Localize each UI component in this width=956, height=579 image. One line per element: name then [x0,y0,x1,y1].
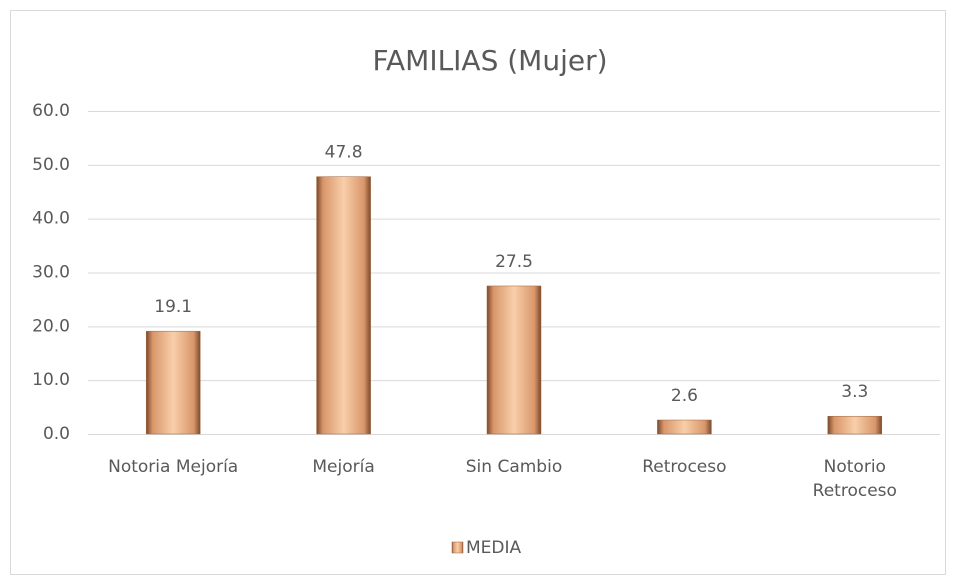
x-tick-label: Notoria Mejoría [108,457,239,477]
x-tick-label: Sin Cambio [465,457,563,477]
data-label: 2.6 [671,386,698,406]
data-label: 19.1 [154,297,192,317]
y-tick-label: 0.0 [43,424,70,444]
chart-title: FAMILIAS (Mujer) [372,44,607,77]
chart-border [10,10,946,575]
legend-label: MEDIA [466,538,522,558]
data-label: 27.5 [495,252,533,272]
bar [145,330,201,435]
x-tick-label: Mejoría [312,457,375,477]
x-tick-label: Retroceso [642,457,727,477]
y-tick-label: 20.0 [32,316,70,336]
y-tick-label: 60.0 [32,101,70,121]
bar [316,176,371,435]
x-tick-label: Notorio Retroceso [812,457,897,501]
y-tick-label: 50.0 [32,155,70,175]
data-label: 47.8 [325,143,363,163]
legend-swatch [451,541,464,554]
data-label: 3.3 [841,382,868,402]
y-tick-label: 40.0 [32,209,70,229]
bar [486,285,542,435]
y-tick-label: 30.0 [32,263,70,283]
bar [827,415,883,435]
y-tick-label: 10.0 [32,370,70,390]
bar [657,419,712,435]
